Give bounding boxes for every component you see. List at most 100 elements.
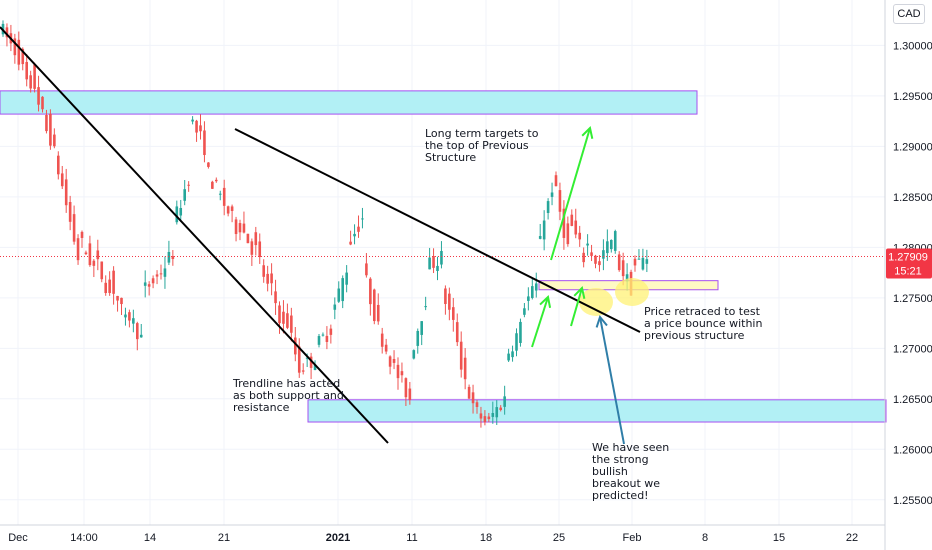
- candle-body: [175, 206, 179, 223]
- arrow-target: [550, 127, 591, 261]
- candle-body: [57, 155, 60, 175]
- candle-body: [84, 252, 88, 255]
- y-tick-label: 1.26000: [893, 444, 932, 456]
- candle-body: [325, 335, 329, 342]
- candle-body: [373, 289, 376, 322]
- candle-body: [538, 236, 542, 239]
- candle-body: [234, 219, 238, 235]
- candle-body: [282, 311, 285, 324]
- candle-body: [301, 370, 305, 372]
- candle-body: [519, 321, 522, 343]
- candle-body: [88, 243, 92, 266]
- candle-body: [523, 308, 526, 315]
- highlight-circle: [615, 278, 649, 306]
- candle-body: [290, 315, 293, 333]
- candle-body: [13, 38, 17, 56]
- candle-body: [467, 386, 471, 399]
- candle-body: [606, 241, 609, 254]
- x-tick-label: Feb: [623, 532, 642, 544]
- candle-body: [211, 181, 214, 189]
- y-tick-label: 1.29000: [893, 141, 932, 153]
- candle-body: [218, 193, 222, 195]
- candle-body: [637, 258, 641, 260]
- candle-body: [80, 231, 84, 238]
- candle-body: [100, 261, 104, 280]
- currency-label[interactable]: CAD: [893, 4, 925, 24]
- x-tick-label: Dec: [8, 532, 28, 544]
- candle-body: [590, 252, 593, 256]
- candle-body: [25, 61, 28, 80]
- last-price-label: 1.27909: [888, 252, 928, 264]
- x-tick-label: 25: [553, 532, 565, 544]
- annotation-layer: Long term targets to the top of Previous S…: [232, 127, 762, 502]
- candle-body: [305, 357, 309, 359]
- candle-body: [550, 192, 554, 197]
- x-tick-label: 18: [480, 532, 492, 544]
- candle-body: [617, 254, 621, 271]
- y-tick-label: 1.26500: [893, 394, 932, 406]
- annotation-trendline: Trendline has acted as both support and re…: [232, 377, 344, 414]
- candle-body: [645, 259, 649, 264]
- candle-body: [396, 364, 400, 379]
- arrow-bounce-2-head: [573, 285, 586, 299]
- x-tick-label: 11: [406, 532, 417, 544]
- candle-body: [195, 120, 198, 133]
- candle-body: [294, 337, 297, 355]
- last-price-tag: [886, 248, 932, 279]
- candle-body: [76, 238, 80, 261]
- candle-body: [215, 179, 218, 182]
- arrow-breakout: [599, 316, 625, 445]
- candle-body: [238, 223, 242, 233]
- candle-body: [412, 350, 416, 359]
- candle-body: [613, 231, 617, 251]
- candle-body: [151, 278, 155, 284]
- candle-body: [128, 312, 131, 321]
- candle-body: [230, 206, 234, 211]
- candle-body: [365, 263, 368, 276]
- candle-body: [594, 255, 597, 264]
- candle-body: [96, 250, 100, 260]
- candle-body: [49, 113, 52, 146]
- candle-body: [171, 256, 175, 260]
- candle-body: [266, 273, 269, 284]
- candle-body: [633, 258, 637, 266]
- y-tick-label: 1.27500: [893, 293, 932, 305]
- candle-body: [108, 279, 111, 293]
- drawing-layer: [0, 26, 885, 445]
- candle-body: [487, 416, 491, 420]
- candle-body: [155, 274, 159, 277]
- candle-body: [187, 184, 190, 186]
- candle-body: [459, 341, 463, 370]
- candle-body: [424, 306, 427, 308]
- candle-body: [258, 241, 262, 258]
- candle-body: [203, 130, 206, 156]
- candle-body: [574, 220, 578, 235]
- candle-body: [41, 96, 44, 110]
- trendline-major: [0, 26, 389, 444]
- candle-body: [116, 295, 119, 301]
- candle-body: [507, 353, 510, 361]
- candle-layer: [1, 20, 649, 428]
- candle-body: [515, 333, 518, 351]
- candle-body: [5, 27, 9, 38]
- candle-body: [120, 297, 123, 305]
- candle-body: [250, 241, 254, 255]
- candle-body: [183, 189, 186, 201]
- candle-body: [333, 304, 337, 310]
- y-tick-label: 1.30000: [893, 40, 932, 52]
- y-tick-label: 1.25500: [893, 495, 932, 507]
- candle-body: [143, 282, 147, 286]
- candle-body: [479, 413, 483, 419]
- candle-body: [404, 378, 408, 398]
- candle-body: [455, 322, 459, 343]
- candle-body: [317, 336, 321, 345]
- candle-body: [33, 64, 36, 89]
- candle-body: [641, 257, 645, 270]
- arrow-bounce-1: [531, 296, 549, 348]
- candle-body: [226, 206, 230, 214]
- candle-body: [491, 413, 495, 417]
- candle-body: [341, 278, 344, 302]
- candle-body: [444, 288, 447, 305]
- x-tick-label: 14:00: [70, 532, 98, 544]
